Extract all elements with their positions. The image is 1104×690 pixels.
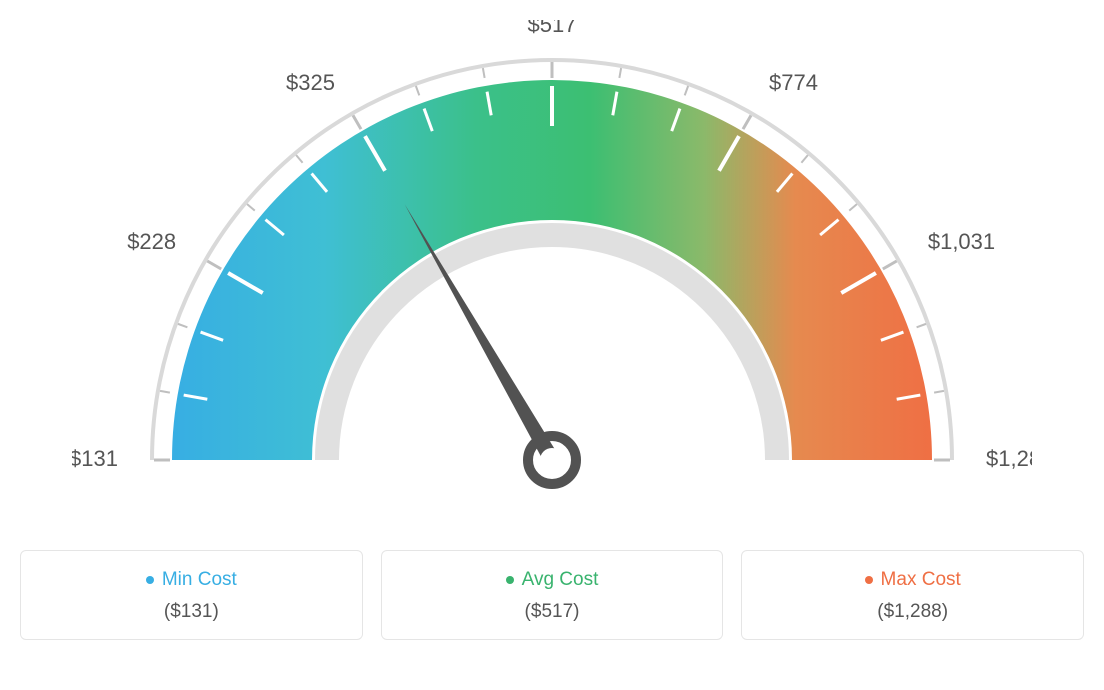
cost-gauge-widget: $131 $228 $325 $517 $774 $1,031 $1,288 Min Cos… xyxy=(20,20,1084,640)
dot-icon xyxy=(865,576,873,584)
svg-text:$1,288: $1,288 xyxy=(986,446,1032,471)
gauge-chart: $131 $228 $325 $517 $774 $1,031 $1,288 xyxy=(20,20,1084,520)
legend-card-max: Max Cost ($1,288) xyxy=(741,550,1084,640)
svg-text:$774: $774 xyxy=(769,70,818,95)
svg-text:$517: $517 xyxy=(528,20,577,37)
legend-label: Min Cost xyxy=(162,569,237,591)
legend-value-min: ($131) xyxy=(31,601,352,623)
legend-value-max: ($1,288) xyxy=(752,601,1073,623)
dot-icon xyxy=(506,576,514,584)
legend-label: Avg Cost xyxy=(522,569,599,591)
gauge-svg: $131 $228 $325 $517 $774 $1,031 $1,288 xyxy=(72,20,1032,520)
svg-text:$228: $228 xyxy=(127,229,176,254)
legend-card-avg: Avg Cost ($517) xyxy=(381,550,724,640)
legend-row: Min Cost ($131) Avg Cost ($517) Max Cost… xyxy=(20,550,1084,640)
legend-title-max: Max Cost xyxy=(865,569,961,591)
legend-label: Max Cost xyxy=(881,569,961,591)
legend-title-min: Min Cost xyxy=(146,569,237,591)
svg-text:$325: $325 xyxy=(286,70,335,95)
svg-text:$131: $131 xyxy=(72,446,118,471)
dot-icon xyxy=(146,576,154,584)
legend-card-min: Min Cost ($131) xyxy=(20,550,363,640)
svg-text:$1,031: $1,031 xyxy=(928,229,995,254)
legend-title-avg: Avg Cost xyxy=(506,569,599,591)
legend-value-avg: ($517) xyxy=(392,601,713,623)
